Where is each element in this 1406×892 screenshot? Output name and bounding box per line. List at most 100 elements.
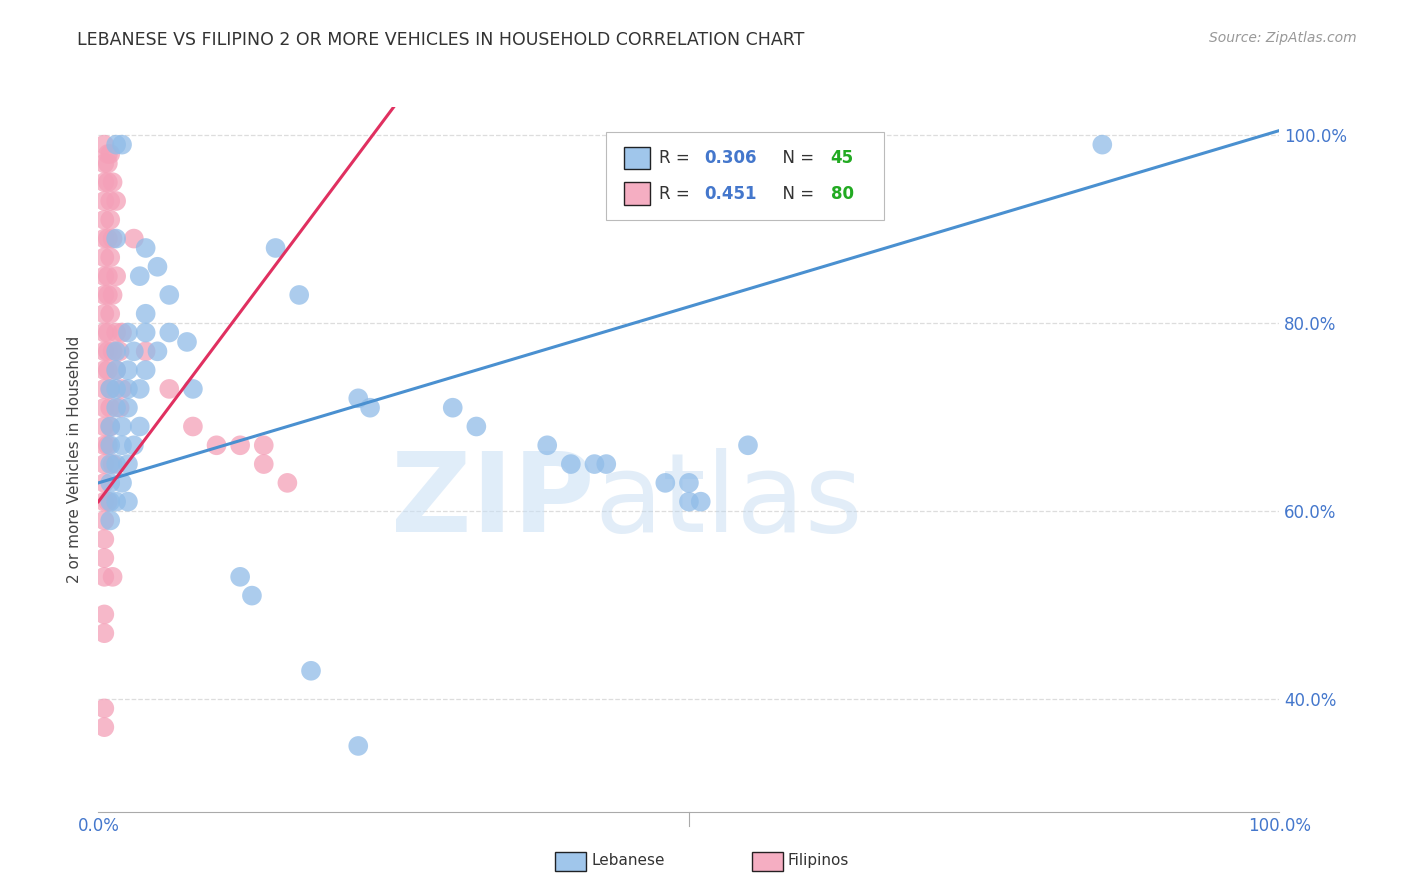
Point [465, 419, 488, 434]
Point [146, 260, 169, 274]
Point [93, 720, 115, 734]
Point [98, 251, 121, 265]
Point [1091, 137, 1114, 152]
Point [157, 382, 180, 396]
Point [93, 344, 115, 359]
Point [595, 457, 617, 471]
Point [117, 363, 139, 377]
Point [98, 419, 121, 434]
Point [135, 326, 157, 340]
Point [108, 344, 131, 359]
Point [101, 288, 124, 302]
Point [98, 307, 121, 321]
Point [98, 494, 121, 508]
Point [105, 344, 128, 359]
Text: N =: N = [772, 149, 818, 167]
Text: 0.306: 0.306 [704, 149, 756, 167]
Point [737, 438, 759, 452]
Point [97, 231, 120, 245]
Text: 45: 45 [831, 149, 853, 167]
Point [108, 401, 131, 415]
Point [347, 739, 370, 753]
Point [117, 382, 139, 396]
Point [101, 344, 124, 359]
Point [105, 269, 128, 284]
Point [536, 438, 558, 452]
Point [105, 326, 128, 340]
Text: R =: R = [659, 149, 696, 167]
Point [98, 194, 121, 208]
Point [98, 513, 121, 527]
Point [229, 570, 252, 584]
Point [111, 137, 134, 152]
Point [93, 494, 115, 508]
Point [105, 382, 128, 396]
Point [105, 457, 128, 471]
Point [264, 241, 287, 255]
Point [93, 231, 115, 245]
Point [93, 288, 115, 302]
Text: Filipinos: Filipinos [787, 854, 849, 868]
Point [276, 475, 298, 490]
Point [299, 664, 322, 678]
Text: ZIP: ZIP [391, 448, 595, 555]
Point [93, 194, 115, 208]
Point [93, 251, 115, 265]
Text: 80: 80 [831, 185, 853, 202]
Text: LEBANESE VS FILIPINO 2 OR MORE VEHICLES IN HOUSEHOLD CORRELATION CHART: LEBANESE VS FILIPINO 2 OR MORE VEHICLES … [77, 31, 804, 49]
Point [93, 533, 115, 547]
Point [347, 392, 370, 406]
Point [97, 438, 120, 452]
Point [253, 457, 276, 471]
Point [93, 626, 115, 640]
Point [93, 363, 115, 377]
Point [97, 269, 120, 284]
Point [93, 401, 115, 415]
Point [93, 175, 115, 189]
Point [583, 457, 606, 471]
FancyBboxPatch shape [624, 146, 650, 169]
Text: Lebanese: Lebanese [592, 854, 665, 868]
Point [689, 494, 711, 508]
Point [101, 570, 124, 584]
Point [229, 438, 252, 452]
Point [253, 438, 276, 452]
Point [98, 382, 121, 396]
Point [93, 701, 115, 715]
Point [146, 344, 169, 359]
Point [240, 589, 263, 603]
Point [101, 175, 124, 189]
Point [93, 475, 115, 490]
Point [97, 147, 120, 161]
Point [117, 494, 139, 508]
Point [105, 137, 128, 152]
Text: N =: N = [772, 185, 818, 202]
Point [93, 457, 115, 471]
Point [98, 475, 121, 490]
Point [117, 401, 139, 415]
Point [93, 419, 115, 434]
Point [98, 212, 121, 227]
Point [101, 231, 124, 245]
Point [93, 607, 115, 622]
Text: R =: R = [659, 185, 696, 202]
Point [205, 438, 228, 452]
Text: 0.451: 0.451 [704, 185, 756, 202]
Point [111, 419, 134, 434]
Point [157, 326, 180, 340]
Point [98, 401, 121, 415]
Point [111, 475, 134, 490]
Point [93, 212, 115, 227]
Point [98, 147, 121, 161]
Point [98, 382, 121, 396]
Point [117, 326, 139, 340]
Point [441, 401, 464, 415]
Point [111, 438, 134, 452]
Point [93, 438, 115, 452]
Point [97, 344, 120, 359]
Point [93, 382, 115, 396]
Point [101, 457, 124, 471]
Point [288, 288, 311, 302]
Point [105, 194, 128, 208]
Point [93, 513, 115, 527]
